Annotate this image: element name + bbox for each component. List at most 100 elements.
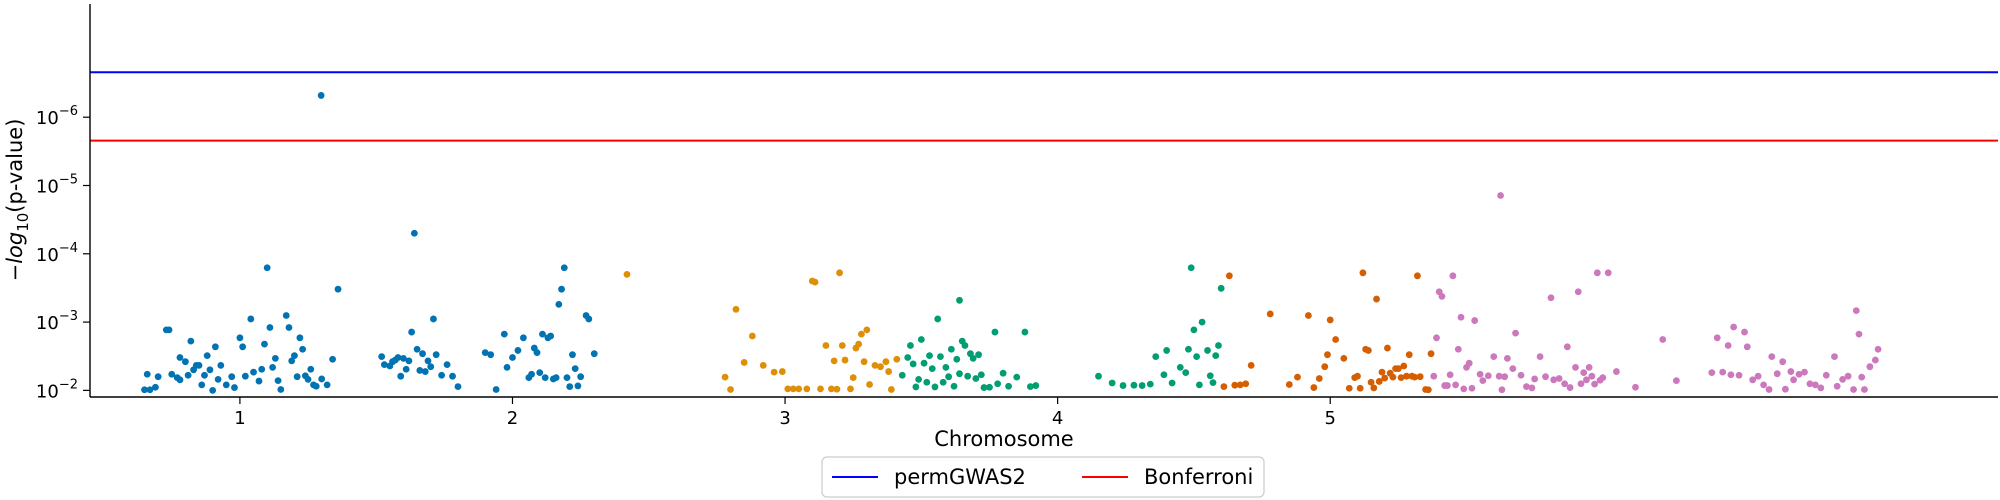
snp-point (917, 336, 925, 343)
y-tick-label: 10−5 (36, 172, 78, 197)
snp-point (454, 383, 462, 390)
snp-point (1730, 323, 1738, 331)
snp-point (1806, 380, 1814, 388)
snp-point (1572, 363, 1579, 371)
snp-point (986, 383, 993, 391)
snp-point (1285, 381, 1293, 388)
snp-point (748, 332, 756, 340)
snp-point (1217, 284, 1225, 292)
snp-point (424, 357, 432, 365)
snp-point (1484, 372, 1492, 380)
snp-point (1844, 372, 1852, 380)
snp-point (1389, 373, 1397, 381)
snp-point (1550, 376, 1558, 384)
snp-point (514, 347, 522, 354)
snp-point (1547, 294, 1555, 302)
snp-point (885, 368, 893, 375)
snp-point (555, 300, 563, 308)
ticks: 1 2 3 4 5 10−6 10−5 10−4 10−3 10−2 (36, 104, 1336, 429)
snp-point (1364, 347, 1372, 354)
snp-point (1577, 380, 1585, 388)
snp-point (405, 357, 413, 365)
snp-point (847, 385, 854, 393)
snp-point (1430, 372, 1438, 380)
snp-point (1168, 379, 1176, 387)
snp-point (833, 385, 841, 393)
snp-point (1787, 368, 1795, 375)
legend-frame (821, 456, 1265, 498)
snp-point (1512, 329, 1519, 337)
snp-point (1370, 384, 1378, 392)
snp-point (146, 386, 154, 394)
snp-point (822, 342, 830, 349)
y-tick-label: 10−3 (36, 309, 78, 334)
snp-point (1242, 380, 1250, 388)
snp-point (1187, 264, 1195, 272)
snp-point (727, 386, 734, 393)
snp-point (1708, 369, 1716, 377)
snp-point (547, 332, 555, 340)
snp-point (1394, 365, 1402, 373)
snp-point (211, 343, 219, 351)
snp-point (1130, 381, 1138, 389)
snp-point (778, 368, 786, 375)
snp-point (206, 366, 214, 374)
snp-point (184, 371, 192, 379)
snp-point (1457, 313, 1465, 321)
snp-point (236, 334, 244, 342)
snp-point (239, 343, 247, 351)
snp-point (1599, 374, 1607, 381)
snp-point (585, 315, 593, 323)
snp-point (195, 361, 203, 369)
snp-point (1424, 386, 1432, 394)
snp-point (909, 360, 917, 368)
snp-point (397, 372, 405, 380)
snp-point (759, 361, 767, 369)
y-tick-label: 10−4 (36, 241, 78, 266)
y-axis-title-subscript: 10 (14, 213, 32, 232)
snp-point (1108, 379, 1116, 387)
axes (89, 4, 1998, 398)
snp-point (1536, 353, 1544, 360)
snp-point (1444, 382, 1451, 389)
snp-point (533, 349, 541, 357)
snp-point (1561, 380, 1569, 388)
snp-point (1591, 380, 1598, 388)
snp-point (1468, 384, 1476, 392)
snp-point (1454, 345, 1462, 353)
snp-point (1713, 334, 1721, 342)
snp-point (1566, 384, 1574, 391)
snp-point (1735, 371, 1743, 379)
snp-point (563, 374, 571, 381)
snp-point (165, 326, 173, 334)
snp-point (152, 383, 159, 391)
snp-point (1528, 384, 1536, 392)
snp-point (991, 328, 999, 336)
snp-point (317, 92, 325, 99)
snp-point (307, 365, 315, 373)
snp-point (1822, 371, 1830, 379)
snp-point (1754, 372, 1762, 380)
snp-point (528, 370, 535, 378)
snp-point (931, 383, 939, 391)
snp-point (1588, 372, 1596, 380)
snp-point (1801, 368, 1808, 376)
snp-point (784, 385, 792, 393)
snp-point (1315, 375, 1323, 382)
snp-point (1438, 292, 1446, 300)
snp-point (198, 381, 206, 389)
snp-point (241, 372, 249, 380)
y-axis-title-suffix: (p-value) (3, 119, 27, 213)
snp-point (1831, 353, 1838, 360)
snp-point (1509, 365, 1517, 373)
snp-point (1659, 336, 1667, 343)
snp-point (1220, 383, 1228, 390)
snp-point (269, 363, 277, 371)
snp-point (1452, 381, 1459, 389)
snp-point (1119, 382, 1127, 389)
snp-point (860, 358, 868, 366)
snp-point (950, 382, 958, 390)
snp-point (410, 229, 418, 237)
snp-point (1403, 372, 1410, 380)
